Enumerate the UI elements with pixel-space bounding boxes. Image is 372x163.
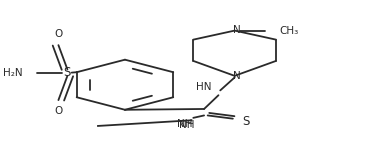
Text: CH₃: CH₃ [280,26,299,36]
Text: S: S [242,115,249,128]
Text: HN: HN [196,82,211,92]
Text: O: O [54,106,62,116]
Text: NH: NH [177,119,192,128]
Text: NH: NH [179,120,195,130]
Text: S: S [64,66,71,79]
Text: N: N [232,25,240,35]
Text: H₂N: H₂N [3,68,22,78]
Text: N: N [232,71,240,81]
Text: O: O [54,29,62,39]
